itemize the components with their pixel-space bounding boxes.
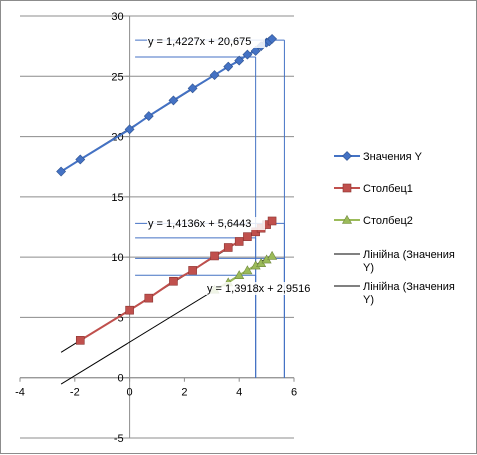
legend-marker xyxy=(342,183,352,193)
data-point xyxy=(75,336,85,345)
trendline-equation: y = 1,3918x + 2,9516 xyxy=(207,283,310,295)
data-point xyxy=(210,251,219,261)
y-tick-label: 15 xyxy=(111,192,123,204)
data-point xyxy=(223,61,234,72)
data-point xyxy=(125,305,134,315)
legend-marker xyxy=(341,214,353,224)
legend-label: Значения Y xyxy=(363,151,423,163)
y-tick-label: 0 xyxy=(117,373,123,385)
y-tick-label: 25 xyxy=(111,71,123,83)
data-point xyxy=(243,232,252,241)
data-point xyxy=(234,237,244,246)
data-point xyxy=(242,49,253,60)
x-tick-label: 6 xyxy=(291,387,297,399)
equation-background xyxy=(147,217,265,230)
y-tick-label: 10 xyxy=(111,252,123,264)
legend: Значения Y Столбец1 Столбец2 Лінійна (Значе… xyxy=(334,151,455,306)
data-point xyxy=(124,124,135,135)
data-point xyxy=(234,270,245,280)
y-tick-label: 5 xyxy=(117,312,123,324)
data-point xyxy=(234,55,245,66)
legend-label: Лінійна (Значения Y) xyxy=(363,249,455,274)
legend-marker xyxy=(342,151,352,161)
legend-label: Столбец1 xyxy=(363,183,413,195)
equation-background xyxy=(147,35,265,48)
trendline-equation: y = 1,4227x + 20,675 xyxy=(148,36,251,48)
y-tick-label: -5 xyxy=(114,433,124,445)
data-point xyxy=(144,293,154,303)
equation-background xyxy=(206,282,324,295)
data-point xyxy=(187,83,198,94)
data-point xyxy=(267,216,277,226)
data-point xyxy=(56,166,67,177)
x-tick-label: 2 xyxy=(181,387,187,399)
x-tick-label: 4 xyxy=(236,387,242,399)
trendline-equation: y = 1,4136x + 5,6443 xyxy=(148,218,251,230)
x-tick-label: -4 xyxy=(15,387,25,399)
data-point xyxy=(168,95,179,106)
data-point xyxy=(188,266,197,275)
data-point xyxy=(143,111,154,121)
data-point xyxy=(267,33,278,44)
data-point xyxy=(267,250,278,260)
data-point xyxy=(242,265,253,275)
data-point xyxy=(250,46,261,56)
data-point xyxy=(169,276,178,286)
x-tick-label: -2 xyxy=(70,387,80,399)
legend-label: Лінійна (Значения Y) xyxy=(363,281,455,306)
data-point xyxy=(223,243,233,252)
x-tick-label: 0 xyxy=(127,387,133,399)
y-tick-label: 30 xyxy=(111,11,123,23)
legend-label: Столбец2 xyxy=(363,215,413,227)
data-point xyxy=(75,154,86,165)
data-point xyxy=(209,70,220,81)
